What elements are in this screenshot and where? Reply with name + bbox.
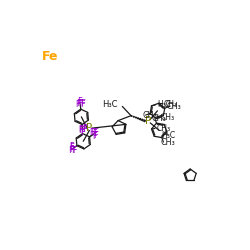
- Text: F: F: [78, 125, 82, 134]
- Text: F: F: [78, 98, 82, 108]
- Text: F: F: [68, 146, 73, 154]
- Text: P: P: [145, 116, 152, 126]
- Text: F: F: [94, 128, 98, 137]
- Text: F: F: [90, 128, 95, 136]
- Polygon shape: [135, 117, 136, 118]
- Text: F: F: [82, 125, 87, 134]
- Text: Fe: Fe: [42, 50, 58, 64]
- Polygon shape: [133, 116, 134, 117]
- Polygon shape: [140, 118, 141, 120]
- Text: H₃C: H₃C: [161, 132, 176, 140]
- Text: CH₃: CH₃: [152, 114, 166, 123]
- Text: F: F: [70, 145, 74, 154]
- Text: CH₃: CH₃: [164, 100, 178, 109]
- Text: F: F: [78, 126, 83, 134]
- Text: F: F: [92, 132, 97, 141]
- Polygon shape: [142, 119, 143, 121]
- Text: CH₃: CH₃: [166, 102, 181, 111]
- Text: P: P: [86, 123, 92, 133]
- Text: CH₃: CH₃: [160, 138, 175, 146]
- Polygon shape: [144, 120, 145, 122]
- Text: F: F: [76, 100, 80, 108]
- Text: F: F: [76, 100, 80, 109]
- Text: F: F: [80, 128, 85, 137]
- Text: F: F: [80, 100, 85, 109]
- Text: F: F: [80, 99, 85, 108]
- Text: F: F: [72, 146, 77, 155]
- Text: F: F: [93, 131, 98, 140]
- Text: CH₃: CH₃: [142, 110, 157, 120]
- Text: F: F: [71, 146, 76, 155]
- Text: F: F: [80, 126, 85, 135]
- Text: F: F: [90, 128, 94, 137]
- Text: F: F: [70, 142, 74, 151]
- Text: F: F: [69, 142, 74, 152]
- Text: H₃C: H₃C: [157, 100, 172, 109]
- Text: CH₃: CH₃: [156, 124, 170, 132]
- Polygon shape: [138, 118, 139, 119]
- Text: F: F: [82, 124, 87, 133]
- Text: CH₃: CH₃: [161, 113, 175, 122]
- Text: H₃C: H₃C: [102, 100, 118, 109]
- Text: F: F: [92, 129, 97, 138]
- Text: F: F: [78, 97, 82, 106]
